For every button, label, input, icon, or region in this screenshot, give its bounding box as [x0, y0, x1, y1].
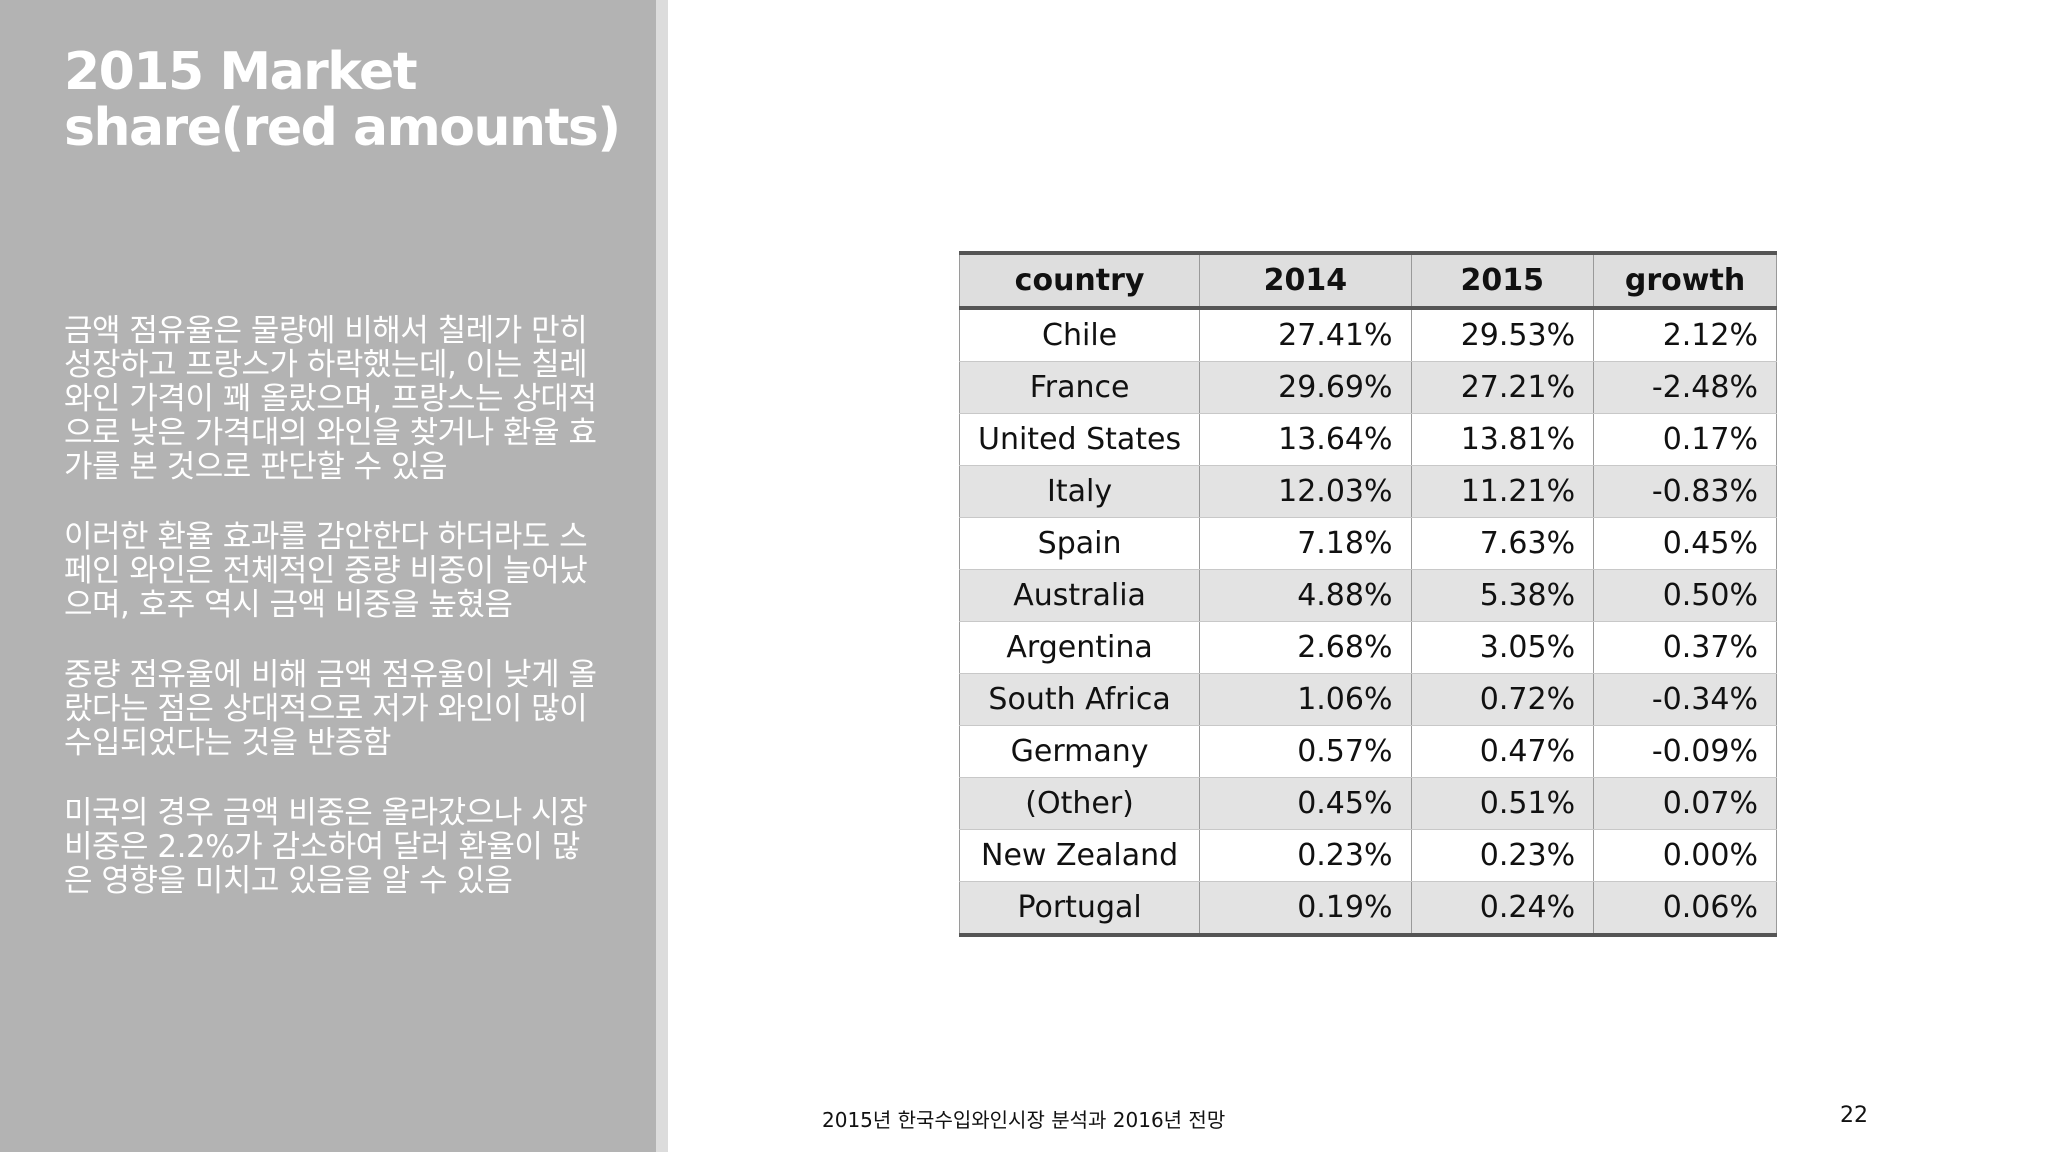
value-2015-cell: 0.24% — [1410, 881, 1595, 935]
footer-text: 2015년 한국수입와인시장 분석과 2016년 전망 — [822, 1108, 1226, 1132]
table-row: Spain 7.18% 7.63% 0.45% — [958, 517, 1777, 570]
value-2014-cell: 0.45% — [1199, 777, 1412, 830]
value-2014-cell: 12.03% — [1199, 465, 1412, 518]
value-2014-cell: 27.41% — [1199, 308, 1412, 362]
sidebar-edge — [656, 0, 668, 1152]
header-2015: 2015 — [1410, 253, 1595, 310]
growth-cell: -0.83% — [1593, 465, 1777, 518]
page-number: 22 — [1840, 1103, 1868, 1128]
growth-cell: -0.09% — [1593, 725, 1777, 778]
country-cell: Germany — [958, 725, 1201, 778]
market-share-table: country 2014 2015 growth Chile 27.41% 29… — [958, 251, 1777, 937]
country-cell: Australia — [958, 569, 1201, 622]
table-row: Germany 0.57% 0.47% -0.09% — [958, 725, 1777, 778]
value-2014-cell: 0.57% — [1199, 725, 1412, 778]
table-header-row: country 2014 2015 growth — [958, 253, 1777, 310]
country-cell: United States — [958, 413, 1201, 466]
value-2015-cell: 27.21% — [1410, 361, 1595, 414]
country-cell: New Zealand — [958, 829, 1201, 882]
value-2015-cell: 3.05% — [1410, 621, 1595, 674]
slide-title: 2015 Market share(red amounts) — [64, 42, 621, 158]
growth-cell: 0.50% — [1593, 569, 1777, 622]
bullet-paragraph: 중량 점유율에 비해 금액 점유율이 낮게 올랐다는 점은 상대적으로 저가 와… — [64, 657, 597, 761]
growth-cell: 0.37% — [1593, 621, 1777, 674]
table-row: Chile 27.41% 29.53% 2.12% — [958, 308, 1777, 362]
value-2014-cell: 13.64% — [1199, 413, 1412, 466]
value-2014-cell: 7.18% — [1199, 517, 1412, 570]
value-2015-cell: 29.53% — [1410, 308, 1595, 362]
bullet-list: 금액 점유율은 물량에 비해서 칠레가 만히 성장하고 프랑스가 하락했는데, … — [64, 314, 604, 934]
header-2014: 2014 — [1199, 253, 1412, 310]
value-2015-cell: 11.21% — [1410, 465, 1595, 518]
table-row: New Zealand 0.23% 0.23% 0.00% — [958, 829, 1777, 882]
table-row: France 29.69% 27.21% -2.48% — [958, 361, 1777, 414]
value-2014-cell: 1.06% — [1199, 673, 1412, 726]
country-cell: Argentina — [958, 621, 1201, 674]
table-row: Australia 4.88% 5.38% 0.50% — [958, 569, 1777, 622]
value-2015-cell: 13.81% — [1410, 413, 1595, 466]
value-2015-cell: 0.72% — [1410, 673, 1595, 726]
growth-cell: 0.00% — [1593, 829, 1777, 882]
growth-cell: 0.45% — [1593, 517, 1777, 570]
value-2014-cell: 2.68% — [1199, 621, 1412, 674]
sidebar-panel — [0, 0, 656, 1152]
bullet-paragraph: 금액 점유율은 물량에 비해서 칠레가 만히 성장하고 프랑스가 하락했는데, … — [64, 313, 597, 485]
table-row: (Other) 0.45% 0.51% 0.07% — [958, 777, 1777, 830]
table-row: United States 13.64% 13.81% 0.17% — [958, 413, 1777, 466]
value-2015-cell: 0.23% — [1410, 829, 1595, 882]
value-2014-cell: 0.19% — [1199, 881, 1412, 935]
table-row: Italy 12.03% 11.21% -0.83% — [958, 465, 1777, 518]
country-cell: Spain — [958, 517, 1201, 570]
country-cell: Portugal — [958, 881, 1201, 935]
growth-cell: 0.17% — [1593, 413, 1777, 466]
growth-cell: -0.34% — [1593, 673, 1777, 726]
growth-cell: -2.48% — [1593, 361, 1777, 414]
country-cell: Italy — [958, 465, 1201, 518]
growth-cell: 0.06% — [1593, 881, 1777, 935]
growth-cell: 0.07% — [1593, 777, 1777, 830]
value-2014-cell: 29.69% — [1199, 361, 1412, 414]
value-2015-cell: 5.38% — [1410, 569, 1595, 622]
bullet-paragraph: 이러한 환율 효과를 감안한다 하더라도 스페인 와인은 전체적인 중량 비중이… — [64, 519, 588, 623]
value-2014-cell: 4.88% — [1199, 569, 1412, 622]
table-row: South Africa 1.06% 0.72% -0.34% — [958, 673, 1777, 726]
value-2014-cell: 0.23% — [1199, 829, 1412, 882]
bullet-paragraph: 미국의 경우 금액 비중은 올라갔으나 시장 비중은 2.2%가 감소하여 달러… — [64, 795, 588, 899]
value-2015-cell: 0.47% — [1410, 725, 1595, 778]
header-country: country — [958, 253, 1201, 310]
header-growth: growth — [1593, 253, 1777, 310]
growth-cell: 2.12% — [1593, 308, 1777, 362]
country-cell: (Other) — [958, 777, 1201, 830]
table-row: Portugal 0.19% 0.24% 0.06% — [958, 881, 1777, 935]
table-row: Argentina 2.68% 3.05% 0.37% — [958, 621, 1777, 674]
country-cell: South Africa — [958, 673, 1201, 726]
country-cell: Chile — [958, 308, 1201, 362]
country-cell: France — [958, 361, 1201, 414]
value-2015-cell: 0.51% — [1410, 777, 1595, 830]
value-2015-cell: 7.63% — [1410, 517, 1595, 570]
